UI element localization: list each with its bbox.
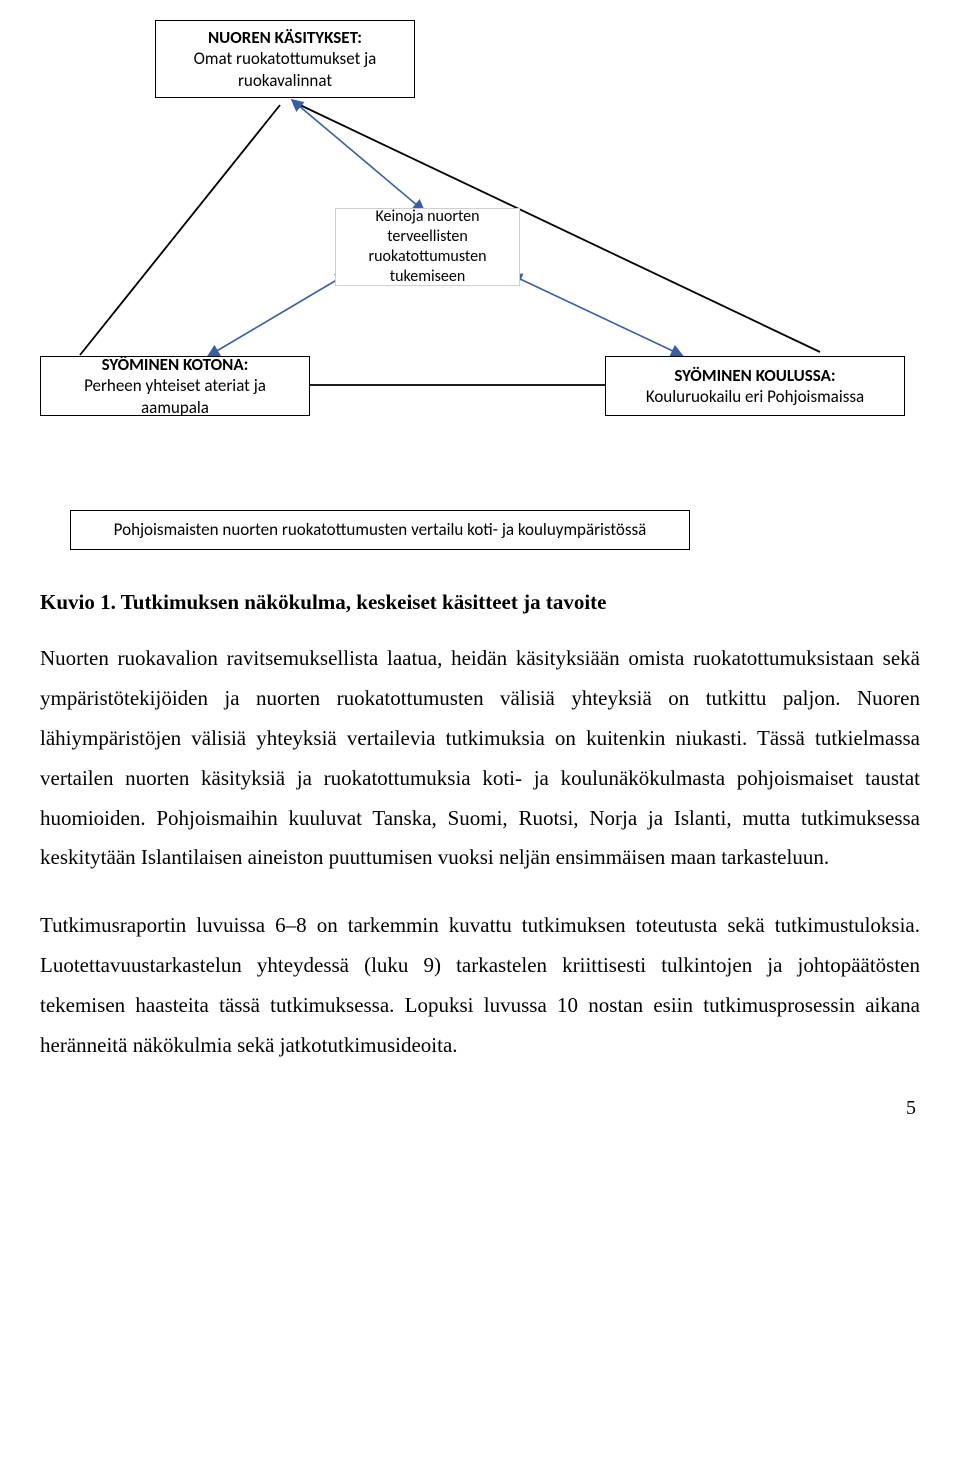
box-keinoja: Keinoja nuorten terveellisten ruokatottu… xyxy=(335,208,520,286)
box-syominen-kotona: SYÖMINEN KOTONA: Perheen yhteiset ateria… xyxy=(40,356,310,416)
box-left-title: SYÖMINEN KOTONA: xyxy=(102,354,249,375)
arrow-center-left xyxy=(215,278,340,352)
triangle-edge-left xyxy=(80,105,280,355)
paragraph-1: Nuorten ruokavalion ravitsemuksellista l… xyxy=(40,639,920,878)
box-center-line2: terveellisten xyxy=(387,227,468,247)
arrow-top-center xyxy=(298,105,418,206)
box-top-line1: Omat ruokatottumukset ja xyxy=(194,48,377,69)
box-left-line2: aamupala xyxy=(141,397,209,418)
box-center-line1: Keinoja nuorten xyxy=(376,207,480,227)
box-bottom-line1: Pohjoismaisten nuorten ruokatottumusten … xyxy=(114,519,647,540)
page-number: 5 xyxy=(906,1097,916,1120)
figure-caption: Kuvio 1. Tutkimuksen näkökulma, keskeise… xyxy=(40,590,920,615)
box-pohjoismaisten-vertailu: Pohjoismaisten nuorten ruokatottumusten … xyxy=(70,510,690,550)
box-top-title: NUOREN KÄSITYKSET: xyxy=(208,27,362,48)
box-center-line4: tukemiseen xyxy=(390,267,466,287)
box-right-line1: Kouluruokailu eri Pohjoismaissa xyxy=(646,386,864,407)
box-nuoren-kasitykset: NUOREN KÄSITYKSET: Omat ruokatottumukset… xyxy=(155,20,415,98)
paragraph-2: Tutkimusraportin luvuissa 6–8 on tarkemm… xyxy=(40,906,920,1066)
arrow-center-right xyxy=(518,278,675,352)
diagram-connectors xyxy=(40,20,920,560)
box-top-line2: ruokavalinnat xyxy=(238,70,332,91)
box-left-line1: Perheen yhteiset ateriat ja xyxy=(84,375,266,396)
box-center-line3: ruokatottumusten xyxy=(369,247,487,267)
concept-diagram: NUOREN KÄSITYKSET: Omat ruokatottumukset… xyxy=(40,20,920,560)
box-right-title: SYÖMINEN KOULUSSA: xyxy=(674,365,835,386)
box-syominen-koulussa: SYÖMINEN KOULUSSA: Kouluruokailu eri Poh… xyxy=(605,356,905,416)
